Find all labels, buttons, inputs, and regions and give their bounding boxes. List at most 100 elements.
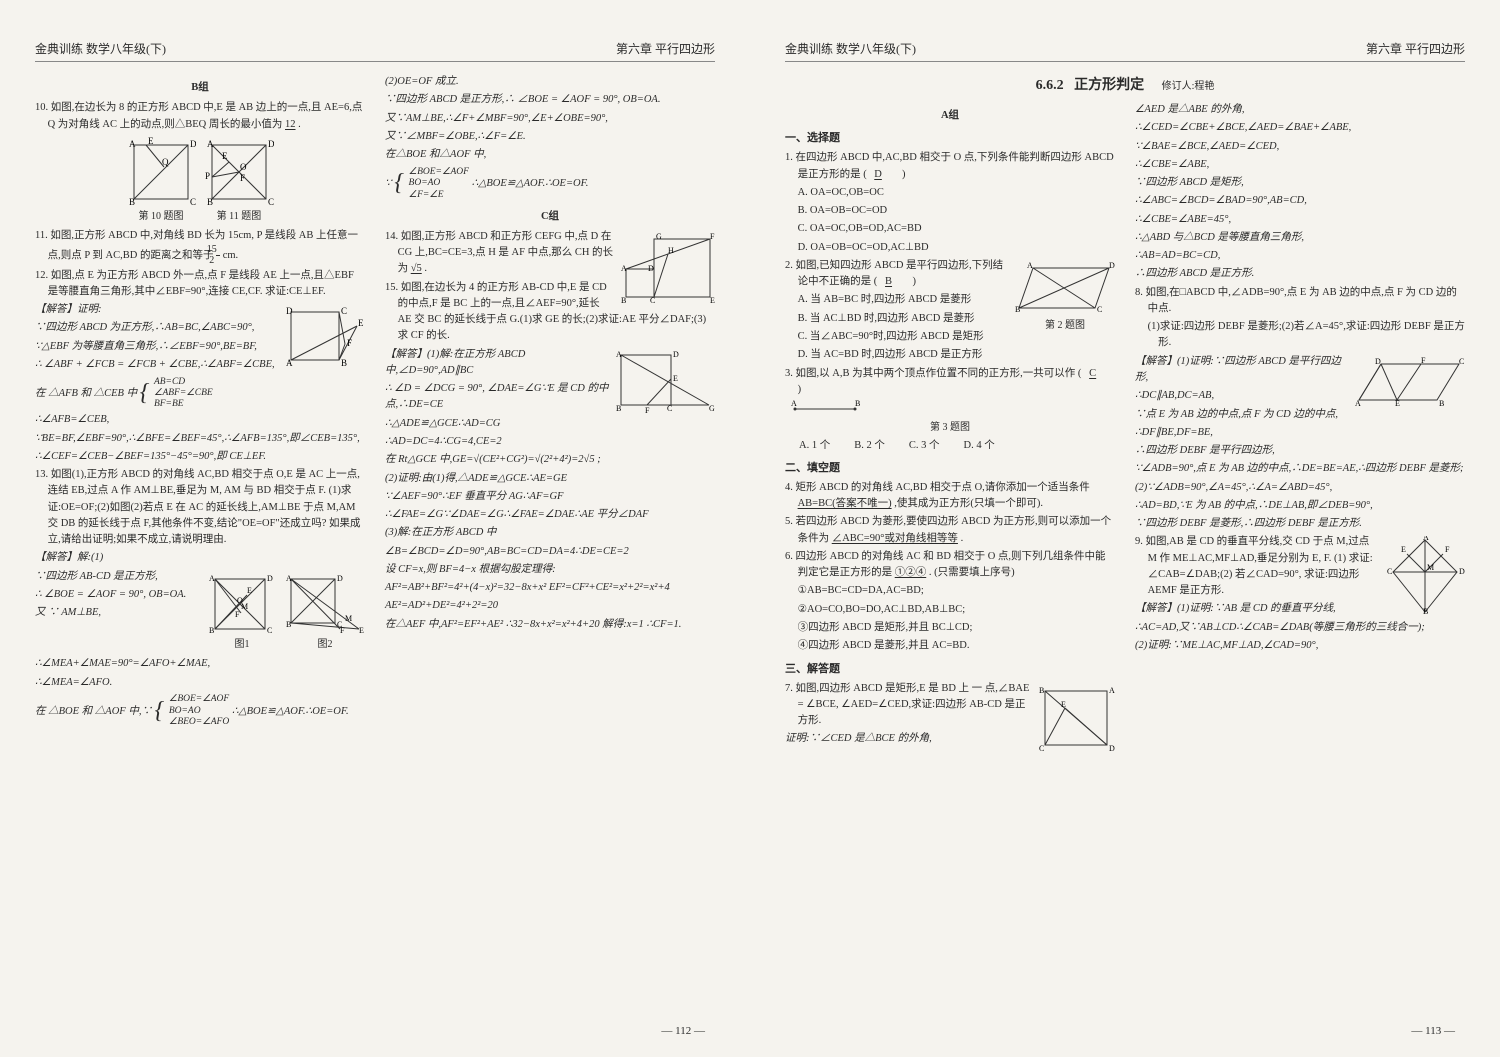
sol15-l12: AE²=AD²+DE²=4²+2²=20 [385, 598, 715, 614]
fig12-svg: DC AB EF [285, 304, 365, 374]
q3-optA: A. 1 个 [799, 438, 830, 454]
svg-text:C: C [650, 296, 655, 305]
right-col1: A组 一、选择题 1. 在四边形 ABCD 中,AC,BD 相交于 O 点,下列… [785, 102, 1115, 755]
q5: 5. 若四边形 ABCD 为菱形,要使四边形 ABCD 为正方形,则可以添加一个… [785, 514, 1115, 547]
r-cont-l6: ∴∠ABC=∠BCD=∠BAD=90°,AB=CD, [1135, 193, 1465, 209]
sol8-l2: ∵点 E 为 AB 边的中点,点 F 为 CD 边的中点, [1135, 407, 1465, 423]
svg-text:E: E [358, 318, 364, 328]
svg-text:C: C [1039, 744, 1044, 753]
fig12: DC AB EF [285, 304, 365, 374]
svg-text:D: D [286, 306, 293, 316]
q4: 4. 矩形 ABCD 的对角线 AC,BD 相交于点 O,请你添加一个适当条件 … [785, 480, 1115, 513]
q3-optB: B. 2 个 [854, 438, 885, 454]
sol15-l5: (2)证明:由(1)得,△ADE≌△GCE∴AE=GE [385, 471, 715, 487]
q8-sub: (1)求证:四边形 DEBF 是菱形;(2)若∠A=45°,求证:四边形 DEB… [1135, 319, 1465, 352]
q6-o2: ②AO=CO,BO=DO,AC⊥BD,AB⊥BC; [785, 602, 1115, 618]
group-c-label: C组 [385, 209, 715, 225]
q10: 10. 如图,在边长为 8 的正方形 ABCD 中,E 是 AB 边上的一点,且… [35, 100, 365, 133]
svg-text:G: G [656, 232, 662, 241]
svg-text:E: E [710, 296, 715, 305]
svg-text:A: A [616, 350, 622, 359]
svg-text:D: D [1109, 744, 1115, 753]
svg-text:A: A [1355, 399, 1361, 408]
svg-text:F: F [645, 406, 650, 415]
q3-options: A. 1 个 B. 2 个 C. 3 个 D. 4 个 [799, 438, 1115, 454]
svg-text:D: D [190, 139, 196, 149]
sol8-l6: (2)∵∠ADB=90°,∠A=45°,∴∠A=∠ABD=45°, [1135, 480, 1465, 496]
header-left-r: 金典训练 数学八年级(下) [785, 40, 916, 57]
svg-text:C: C [667, 404, 672, 413]
q6-o3: ③四边形 ABCD 是矩形,并且 BC⊥CD; [785, 620, 1115, 636]
r-cont-l5: ∵四边形 ABCD 是矩形, [1135, 175, 1465, 191]
editor: 修订人:程艳 [1162, 81, 1215, 92]
svg-text:C: C [268, 197, 274, 207]
sol8-l7: ∴AD=BD,∵E 为 AB 的中点,∴DE⊥AB,即∠DEB=90°, [1135, 498, 1465, 514]
sol15-l3: ∴AD=DC=4∴CG=4,CE=2 [385, 434, 715, 450]
header-right: 第六章 平行四边形 [616, 40, 715, 57]
page-right: 金典训练 数学八年级(下) 第六章 平行四边形 6.6.2 正方形判定 修订人:… [750, 0, 1500, 1057]
heading-choice: 一、选择题 [785, 130, 1115, 147]
group-a-label: A组 [785, 108, 1115, 124]
q12: 12. 如图,点 E 为正方形 ABCD 外一点,点 F 是线段 AE 上一点,… [35, 268, 365, 301]
svg-text:B: B [341, 358, 347, 368]
q1-optD: D. OA=OB=OC=OD,AC⊥BD [785, 240, 1115, 256]
svg-text:A: A [1423, 536, 1429, 542]
q2-optD: D. 当 AC=BD 时,四边形 ABCD 是正方形 [785, 347, 1115, 363]
svg-text:B: B [1039, 686, 1044, 695]
q1-optC: C. OA=OC,OB=OD,AC=BD [785, 221, 1115, 237]
fig11-caption: 第 11 题图 [204, 209, 274, 225]
svg-text:C: C [190, 197, 196, 207]
svg-text:E: E [1395, 399, 1400, 408]
fig9: AC DB EF M [1385, 536, 1465, 616]
sol15-l11: AF²=AB²+BF²=4²+(4−x)²=32−8x+x² EF²=CF²+C… [385, 580, 715, 596]
svg-text:A: A [1109, 686, 1115, 695]
svg-text:D: D [1375, 357, 1381, 366]
r-cont-l10: ∴四边形 ABCD 是正方形. [1135, 266, 1465, 282]
fig13b: AD BC EF M 图2 [285, 573, 365, 653]
q3-optD: D. 4 个 [964, 438, 995, 454]
sol15-l10: 设 CF=x,则 BF=4−x 根据勾股定理得: [385, 562, 715, 578]
fig7: BA CD E [1037, 683, 1115, 753]
fig-row-13: AD BC OE FM 图1 AD BC [207, 573, 365, 653]
svg-text:B: B [855, 400, 860, 408]
fig10-caption: 第 10 题图 [126, 209, 196, 225]
svg-text:C: C [267, 626, 272, 635]
svg-text:O: O [240, 162, 247, 172]
svg-text:D: D [337, 574, 343, 583]
sol15-l9: ∠B=∠BCD=∠D=90°,AB=BC=CD=DA=4∴DE=CE=2 [385, 544, 715, 560]
page-left: 金典训练 数学八年级(下) 第六章 平行四边形 B组 10. 如图,在边长为 8… [0, 0, 750, 1057]
sol12-l6: ∵BE=BF,∠EBF=90°,∴∠BFE=∠BEF=45°,∴∠AFB=135… [35, 431, 365, 447]
q1-optB: B. OA=OB=OC=OD [785, 203, 1115, 219]
svg-text:F: F [1421, 356, 1426, 365]
svg-text:F: F [240, 173, 245, 183]
fig2-caption: 第 2 题图 [1015, 318, 1115, 334]
svg-text:A: A [209, 574, 215, 583]
header-left: 金典训练 数学八年级(下) [35, 40, 166, 57]
fig3-caption: 第 3 题图 [785, 420, 1115, 436]
fig14-svg: AD BC GF EH [620, 229, 715, 307]
sol12-l4: 在 △AFB 和 △CEB 中 AB=CD ∠ABF=∠CBE BF=BE ∴∠… [35, 375, 365, 428]
svg-text:H: H [668, 246, 674, 255]
fig10: AD BC EQ 第 10 题图 [126, 137, 196, 225]
svg-text:B: B [616, 404, 621, 413]
q10-answer: 12 [285, 119, 296, 130]
q5-answer: ∠ABC=90°或对角线相等等 [832, 533, 958, 544]
cont-l2: ∵四边形 ABCD 是正方形,∴ ∠BOE = ∠AOF = 90°, OB=O… [385, 92, 715, 108]
cont-l3: 又∵AM⊥BE,∴∠F+∠MBF=90°,∠E+∠OBE=90°, [385, 111, 715, 127]
svg-text:M: M [345, 614, 352, 623]
svg-text:P: P [205, 171, 210, 181]
svg-text:E: E [222, 151, 228, 161]
sol12-l7: ∴∠CEF=∠CEB−∠BEF=135°−45°=90°,即 CE⊥EF. [35, 449, 365, 465]
fig10-svg: AD BC EQ [126, 137, 196, 207]
fig13b-svg: AD BC EF M [285, 573, 365, 635]
svg-text:E: E [673, 374, 678, 383]
cont-l6-7: ∵ ∠BOE=∠AOF BO=AO ∠F=∠E ∴△BOE≌△AOF.∴OE=O… [385, 165, 715, 202]
columns-right-page: A组 一、选择题 1. 在四边形 ABCD 中,AC,BD 相交于 O 点,下列… [785, 102, 1465, 755]
fig7-svg: BA CD E [1037, 683, 1115, 753]
svg-text:M: M [241, 602, 248, 611]
svg-text:D: D [1459, 567, 1465, 576]
svg-text:F: F [347, 338, 352, 348]
fig8-svg: DFC AEB [1355, 356, 1465, 408]
q4-answer: AB=BC(答案不唯一) [798, 498, 892, 509]
fig8: DFC AEB [1355, 356, 1465, 408]
